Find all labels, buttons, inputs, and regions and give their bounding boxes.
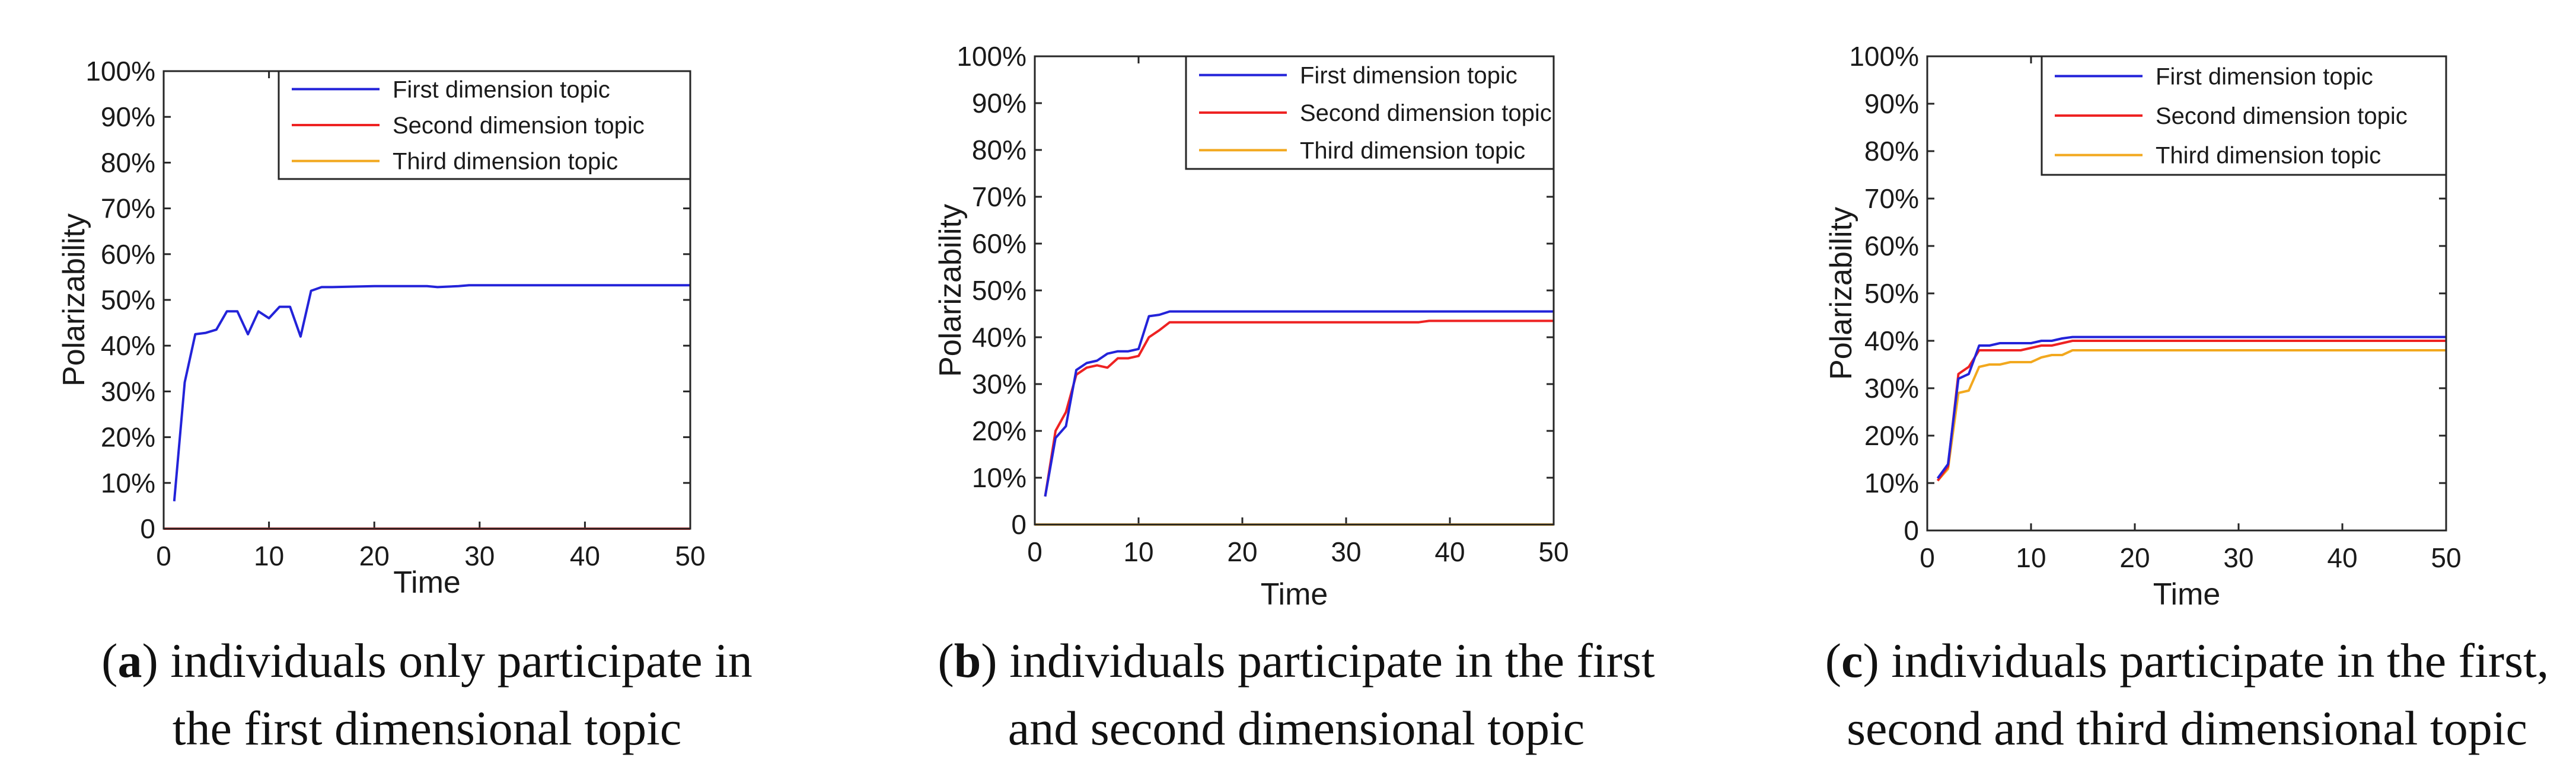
y-tick-label: 80% — [101, 147, 155, 178]
y-tick-label: 50% — [1864, 278, 1919, 309]
x-tick-label: 20 — [359, 541, 390, 571]
series-line-first-dimension-topic — [1936, 335, 2446, 479]
chart-panel-a: 0 10% 20% 30% 40% 50% 60% 70% 80% 90% 100% 0 10 20 30 4… — [57, 56, 753, 755]
y-tick-label: 10% — [1864, 468, 1919, 498]
panel-caption-line-1: (a) individuals only participate in — [101, 634, 753, 688]
series-line-second-dimension-topic — [1936, 340, 2446, 482]
y-tick-label: 100% — [957, 41, 1026, 72]
series-line-third-dimension-topic — [1936, 349, 2446, 482]
x-tick-label: 40 — [2327, 542, 2357, 573]
y-tick-label: 10% — [101, 468, 155, 498]
y-tick-label: 70% — [1864, 183, 1919, 214]
chart-panel-c: 0 10% 20% 30% 40% 50% 60% 70% 80% 90% 100% 0 10 20 30 4… — [1824, 41, 2549, 755]
y-tick-label: 60% — [101, 239, 155, 270]
caption-text: ) individuals participate in the first, — [1863, 634, 2549, 688]
legend-label-second-dimension-topic: Second dimension topic — [2156, 103, 2408, 129]
y-tick-label: 50% — [972, 275, 1026, 306]
x-tick-label: 10 — [1123, 536, 1153, 567]
y-tick-label: 90% — [101, 101, 155, 132]
y-tick-label: 20% — [972, 415, 1026, 446]
x-tick-label: 20 — [2119, 542, 2150, 573]
x-tick-label: 20 — [1227, 536, 1257, 567]
y-tick-label: 30% — [101, 376, 155, 407]
y-tick-label: 90% — [972, 88, 1026, 119]
legend-label-third-dimension-topic: Third dimension topic — [1300, 138, 1525, 164]
x-axis-label: Time — [2153, 577, 2221, 612]
x-tick-label: 40 — [570, 541, 600, 571]
legend: First dimension topic Second dimension to… — [2041, 55, 2447, 176]
panel-caption-line-2: second and third dimensional topic — [1847, 701, 2527, 755]
y-tick-label: 90% — [1864, 88, 1919, 119]
y-axis-label: Polarizability — [57, 213, 91, 386]
y-tick-label: 100% — [85, 56, 155, 87]
caption-open-paren: ( — [101, 634, 117, 688]
x-tick-label: 40 — [1434, 536, 1465, 567]
x-tick-label: 0 — [156, 541, 171, 571]
x-tick-label: 0 — [1920, 542, 1935, 573]
series-line-first-dimension-topic — [173, 284, 690, 501]
y-tick-label: 100% — [1849, 41, 1919, 72]
x-tick-label: 50 — [675, 541, 705, 571]
legend-label-second-dimension-topic: Second dimension topic — [393, 113, 645, 139]
y-tick-label: 70% — [972, 181, 1026, 212]
legend-label-third-dimension-topic: Third dimension topic — [393, 149, 618, 175]
y-tick-label: 10% — [972, 462, 1026, 493]
panel-letter: b — [954, 634, 981, 688]
x-tick-label: 30 — [1331, 536, 1361, 567]
panel-letter: c — [1841, 634, 1863, 688]
caption-open-paren: ( — [938, 634, 954, 688]
legend: First dimension topic Second dimension to… — [1185, 55, 1555, 170]
legend: First dimension topic Second dimension to… — [278, 70, 691, 180]
y-tick-label: 60% — [1864, 231, 1919, 261]
x-tick-label: 10 — [2016, 542, 2046, 573]
y-tick-label: 70% — [101, 193, 155, 224]
y-tick-label: 30% — [972, 369, 1026, 399]
y-tick-label: 80% — [1864, 136, 1919, 167]
y-tick-label: 20% — [101, 422, 155, 453]
y-tick-label: 40% — [1864, 325, 1919, 356]
legend-label-second-dimension-topic: Second dimension topic — [1300, 100, 1552, 126]
panel-letter: a — [117, 634, 142, 688]
y-tick-label: 30% — [1864, 373, 1919, 404]
legend-label-first-dimension-topic: First dimension topic — [2156, 63, 2373, 89]
y-tick-label: 50% — [101, 284, 155, 315]
panel-caption-line-1: (b) individuals participate in the first — [938, 634, 1654, 688]
legend-label-third-dimension-topic: Third dimension topic — [2156, 143, 2381, 169]
x-axis-label: Time — [1261, 577, 1328, 612]
x-tick-label: 10 — [254, 541, 284, 571]
y-tick-label: 40% — [101, 330, 155, 361]
x-tick-label: 30 — [2223, 542, 2253, 573]
caption-open-paren: ( — [1825, 634, 1841, 688]
y-axis-label: Polarizability — [933, 204, 968, 377]
panel-caption-line-1: (c) individuals participate in the first… — [1825, 634, 2549, 688]
caption-text: ) individuals participate in the first — [981, 634, 1655, 688]
legend-label-first-dimension-topic: First dimension topic — [393, 76, 610, 103]
y-tick-label: 60% — [972, 228, 1026, 259]
x-tick-label: 0 — [1027, 536, 1042, 567]
y-axis-label: Polarizability — [1824, 207, 1858, 380]
y-tick-label: 40% — [972, 322, 1026, 353]
y-tick-label: 0 — [1904, 515, 1919, 546]
series-line-first-dimension-topic — [1044, 310, 1554, 497]
y-tick-label: 0 — [1011, 509, 1026, 540]
y-tick-label: 80% — [972, 135, 1026, 165]
y-tick-label: 0 — [140, 513, 155, 544]
y-tick-label: 20% — [1864, 420, 1919, 451]
x-tick-label: 30 — [464, 541, 495, 571]
x-tick-label: 50 — [1538, 536, 1568, 567]
x-axis-label: Time — [393, 565, 461, 600]
panel-caption-line-2: and second dimensional topic — [1008, 701, 1585, 755]
caption-text: ) individuals only participate in — [142, 634, 752, 688]
panel-caption-line-2: the first dimensional topic — [173, 701, 682, 755]
x-tick-label: 50 — [2431, 542, 2461, 573]
chart-panel-b: 0 10% 20% 30% 40% 50% 60% 70% 80% 90% 100% 0 10 20 30 4… — [933, 41, 1655, 755]
legend-label-first-dimension-topic: First dimension topic — [1300, 63, 1517, 89]
